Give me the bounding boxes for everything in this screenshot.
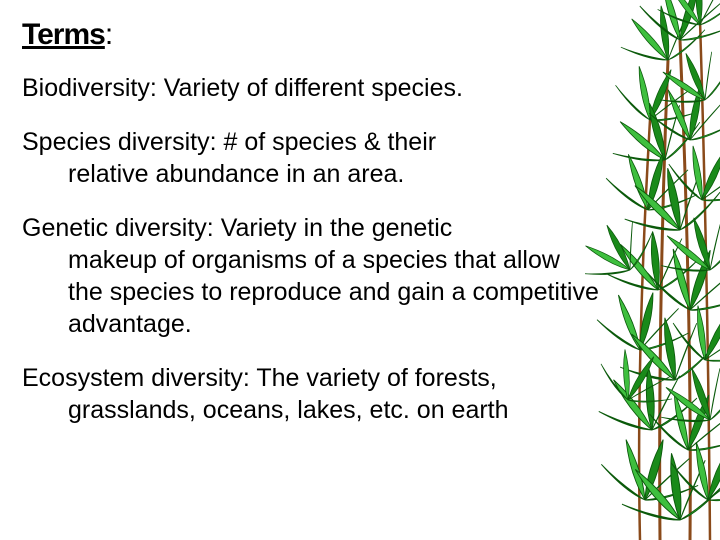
term-genetic-diversity: Genetic diversity: Variety in the geneti… — [22, 212, 600, 340]
slide-content: Terms: Biodiversity: Variety of differen… — [0, 0, 720, 458]
term-label: Species diversity: — [22, 128, 217, 156]
term-label: Biodiversity: — [22, 74, 157, 102]
term-line1: # of species & their — [217, 128, 437, 156]
term-biodiversity: Biodiversity: Variety of different speci… — [22, 72, 600, 104]
term-species-diversity: Species diversity: # of species & their … — [22, 126, 600, 190]
heading-suffix: : — [105, 18, 113, 51]
term-line1: The variety of forests, — [250, 364, 497, 392]
term-ecosystem-diversity: Ecosystem diversity: The variety of fore… — [22, 362, 600, 426]
term-continuation: makeup of organisms of a species that al… — [22, 244, 600, 340]
heading: Terms: — [22, 18, 600, 52]
heading-bold: Terms — [22, 18, 105, 51]
term-continuation: grasslands, oceans, lakes, etc. on earth — [22, 394, 600, 426]
term-line1: Variety of different species. — [157, 74, 463, 102]
term-continuation: relative abundance in an area. — [22, 158, 600, 190]
term-label: Ecosystem diversity: — [22, 364, 250, 392]
term-line1: Variety in the genetic — [214, 214, 453, 242]
term-label: Genetic diversity: — [22, 214, 214, 242]
